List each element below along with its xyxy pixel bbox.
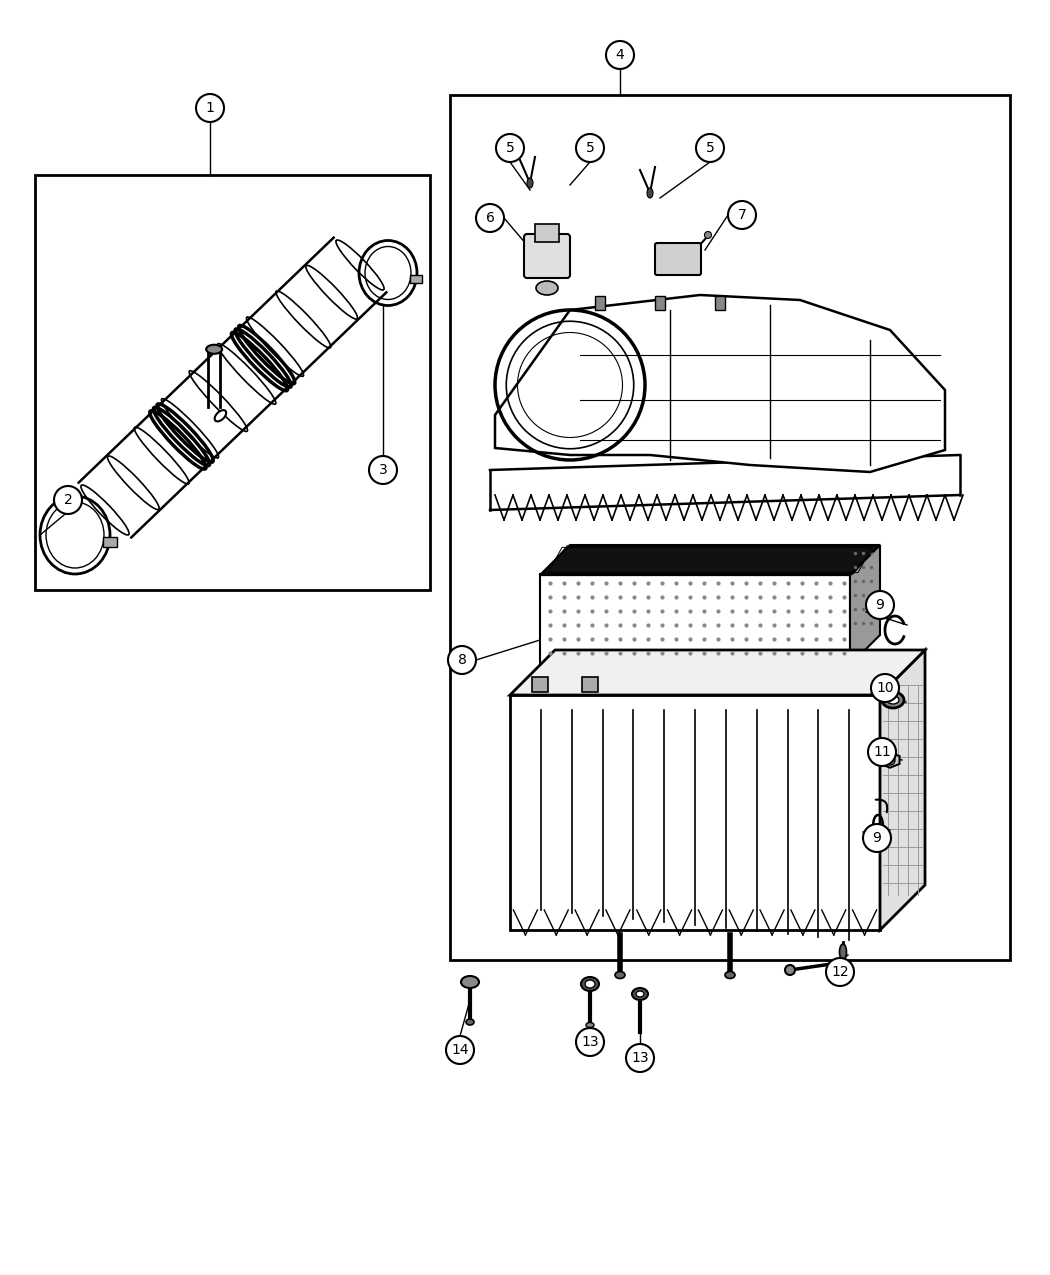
Ellipse shape [214,411,226,422]
Bar [103,537,117,547]
Ellipse shape [461,975,479,988]
Circle shape [576,1028,604,1056]
Circle shape [696,134,724,162]
Text: 10: 10 [876,681,894,695]
Bar [536,224,559,242]
Circle shape [369,456,397,484]
Bar [595,296,605,310]
Circle shape [54,486,82,514]
Circle shape [866,592,894,618]
Polygon shape [495,295,945,472]
Polygon shape [881,752,900,768]
Circle shape [626,1044,654,1072]
Ellipse shape [785,965,795,975]
Bar [35,175,430,590]
Polygon shape [540,575,851,666]
Text: 13: 13 [582,1035,598,1049]
Bar [582,677,598,692]
Bar [532,677,548,692]
Ellipse shape [887,696,899,704]
Circle shape [576,134,604,162]
Ellipse shape [647,187,653,198]
Ellipse shape [724,972,735,978]
Text: 14: 14 [452,1043,468,1057]
Circle shape [196,94,224,122]
FancyBboxPatch shape [655,244,701,275]
Text: 12: 12 [832,965,848,979]
Ellipse shape [632,988,648,1000]
Text: 9: 9 [873,831,881,845]
Ellipse shape [466,1019,474,1025]
Ellipse shape [585,980,595,988]
Circle shape [728,201,756,229]
Text: 11: 11 [874,745,890,759]
Polygon shape [880,650,925,929]
Ellipse shape [705,232,712,238]
Text: 3: 3 [379,463,387,477]
Text: 7: 7 [737,208,747,222]
Ellipse shape [615,972,625,978]
Circle shape [872,674,899,703]
Text: 1: 1 [206,101,214,115]
Bar [410,275,422,283]
Text: 4: 4 [615,48,625,62]
Circle shape [476,204,504,232]
Ellipse shape [527,179,533,187]
Polygon shape [850,544,880,666]
Polygon shape [540,544,880,575]
FancyBboxPatch shape [524,235,570,278]
Text: 2: 2 [64,493,72,507]
Ellipse shape [840,944,846,960]
Polygon shape [510,695,880,929]
Ellipse shape [636,991,644,997]
Circle shape [448,646,476,674]
Text: 8: 8 [458,653,466,667]
Text: 9: 9 [876,598,884,612]
Ellipse shape [581,977,598,991]
Text: 5: 5 [586,142,594,156]
Circle shape [446,1037,474,1065]
Circle shape [863,824,891,852]
Text: 13: 13 [631,1051,649,1065]
Ellipse shape [882,692,904,708]
Bar [715,296,724,310]
Ellipse shape [206,344,223,353]
Circle shape [606,41,634,69]
Ellipse shape [586,1023,594,1028]
Text: 6: 6 [485,210,495,224]
Bar [655,296,665,310]
Text: 5: 5 [506,142,514,156]
Circle shape [868,738,896,766]
Ellipse shape [536,280,558,295]
Circle shape [496,134,524,162]
Polygon shape [510,650,925,695]
Bar [450,96,1010,960]
Text: 5: 5 [706,142,714,156]
Circle shape [826,958,854,986]
